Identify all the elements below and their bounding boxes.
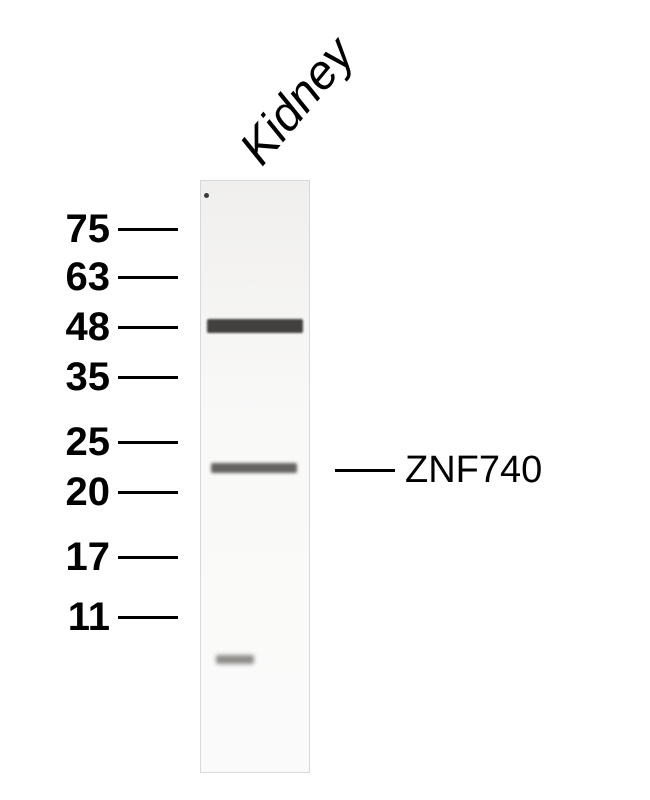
mw-tick bbox=[118, 556, 178, 559]
target-protein-marker: ZNF740 bbox=[335, 449, 542, 492]
mw-tick bbox=[118, 441, 178, 444]
mw-marker-11: 11 bbox=[20, 595, 178, 640]
western-blot-figure: Kidney 7563 48 35 25 20 17 11 ZNF740 bbox=[0, 0, 650, 800]
mw-marker-25: 25 bbox=[20, 420, 178, 465]
target-protein-name: ZNF740 bbox=[405, 449, 542, 491]
mw-label: 75 bbox=[20, 207, 110, 252]
target-protein-label: ZNF740 bbox=[405, 449, 542, 492]
sample-label-text: Kidney bbox=[230, 28, 365, 174]
blot-band-1 bbox=[207, 319, 303, 333]
mw-marker-35: 35 bbox=[20, 355, 178, 400]
mw-label: 35 bbox=[20, 355, 110, 400]
mw-tick bbox=[118, 376, 178, 379]
mw-tick bbox=[118, 491, 178, 494]
mw-tick bbox=[118, 616, 178, 619]
mw-marker-75: 75 bbox=[20, 207, 178, 252]
blot-band-2 bbox=[211, 463, 297, 473]
sample-lane-label: Kidney bbox=[229, 27, 365, 175]
mw-marker-48: 48 bbox=[20, 305, 178, 350]
mw-label: 25 bbox=[20, 420, 110, 465]
mw-tick bbox=[118, 326, 178, 329]
mw-marker-63: 63 bbox=[20, 255, 178, 300]
mw-label: 63 bbox=[20, 255, 110, 300]
mw-tick bbox=[118, 228, 178, 231]
mw-marker-17: 17 bbox=[20, 535, 178, 580]
mw-label: 20 bbox=[20, 470, 110, 515]
mw-label: 11 bbox=[20, 595, 110, 640]
lane-artifact-dot bbox=[204, 193, 209, 198]
target-marker-tick bbox=[335, 469, 395, 472]
mw-label: 48 bbox=[20, 305, 110, 350]
blot-band-3 bbox=[216, 655, 254, 664]
mw-marker-20: 20 bbox=[20, 470, 178, 515]
mw-tick bbox=[118, 276, 178, 279]
blot-lane bbox=[200, 180, 310, 773]
mw-label: 17 bbox=[20, 535, 110, 580]
